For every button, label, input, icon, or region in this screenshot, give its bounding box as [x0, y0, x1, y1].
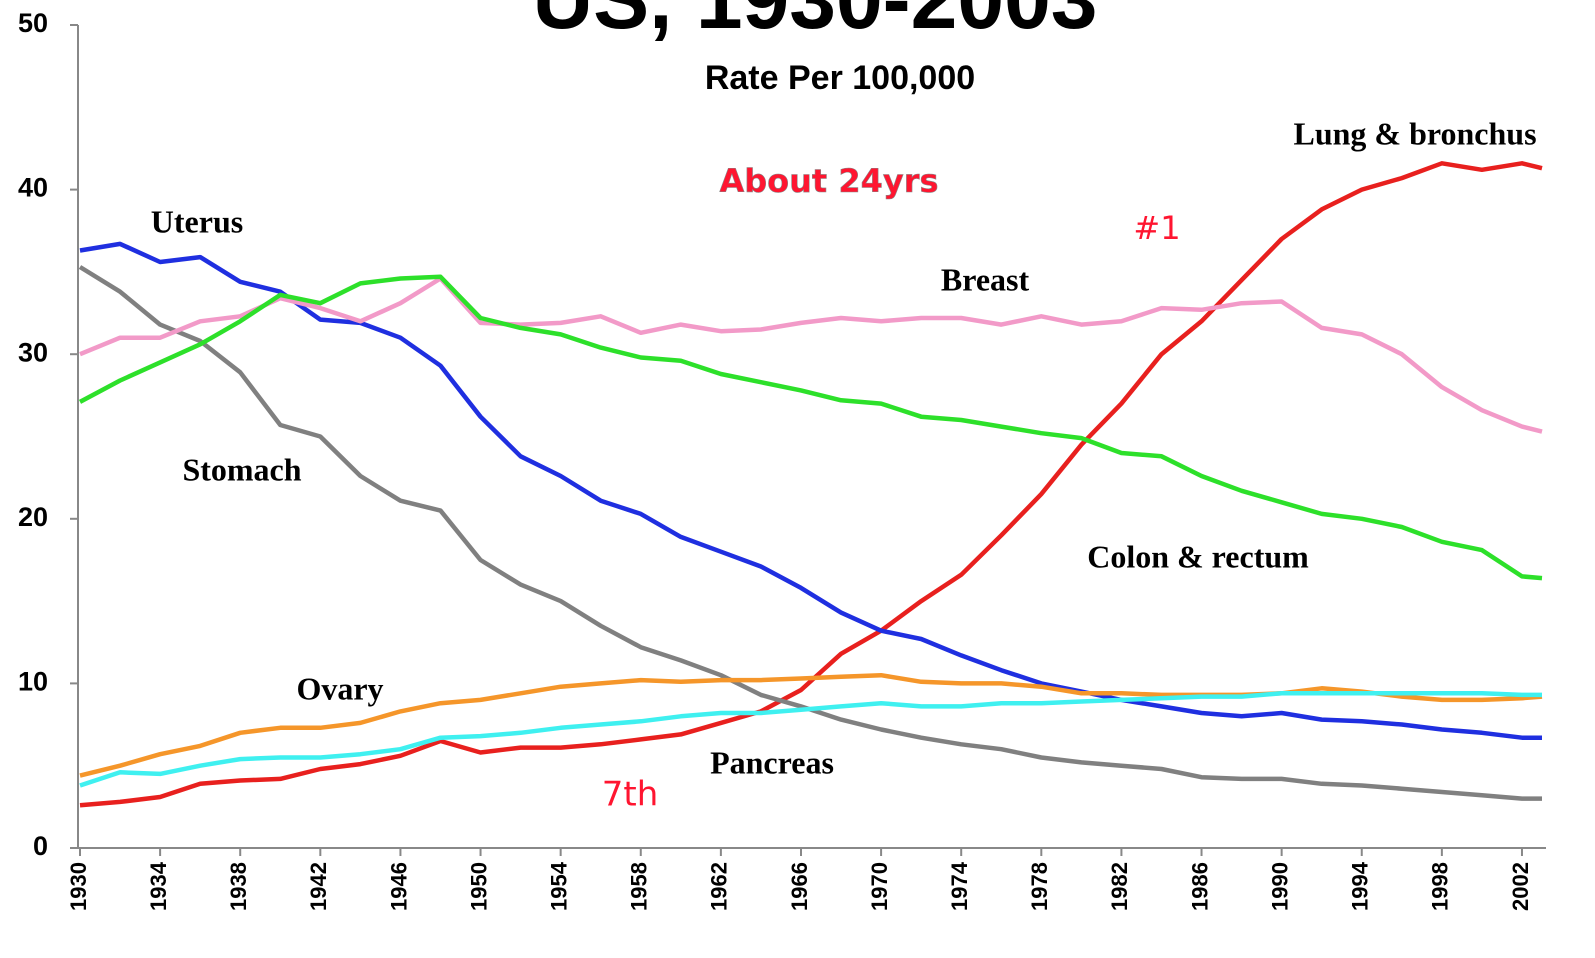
series-label: Breast: [941, 261, 1030, 297]
series-label: Uterus: [151, 203, 243, 239]
x-tick-label: 1942: [306, 862, 331, 911]
series-label: Stomach: [182, 451, 301, 487]
x-tick-label: 1954: [546, 861, 571, 911]
series-line: [78, 265, 1542, 801]
series-label: Lung & bronchus: [1293, 115, 1536, 151]
x-tick-label: 1990: [1267, 862, 1292, 911]
series-label: Pancreas: [710, 744, 834, 780]
series-line: [78, 274, 1543, 581]
x-tick-label: 1934: [146, 861, 171, 911]
x-tick-label: 1986: [1187, 862, 1212, 911]
x-tick-label: 1938: [226, 862, 251, 911]
x-tick-label: 1970: [867, 862, 892, 911]
annotation: #1: [1133, 209, 1180, 247]
chart-title: US, 1930-2003: [532, 0, 1097, 46]
y-tick-label: 20: [18, 502, 48, 532]
x-tick-label: 1962: [707, 862, 732, 911]
annotation: About 24yrs: [719, 162, 938, 200]
x-tick-label: 1994: [1348, 861, 1373, 911]
y-tick-label: 30: [18, 337, 48, 367]
series-line: [79, 276, 1543, 434]
annotation: 7th: [602, 775, 659, 815]
x-tick-label: 1946: [386, 862, 411, 911]
x-tick-label: 1950: [466, 862, 491, 911]
y-tick-label: 40: [18, 173, 48, 203]
series-line: [79, 161, 1543, 808]
x-tick-label: 1930: [66, 862, 91, 911]
series-line: [79, 691, 1542, 788]
x-tick-label: 1982: [1107, 862, 1132, 911]
series-label: Ovary: [296, 670, 383, 706]
y-tick-label: 50: [18, 8, 48, 38]
x-tick-label: 1958: [627, 862, 652, 911]
x-tick-label: 1966: [787, 862, 812, 911]
x-tick-label: 1978: [1027, 862, 1052, 911]
y-tick-label: 0: [33, 831, 48, 861]
x-tick-label: 1998: [1428, 862, 1453, 911]
x-tick-label: 2002: [1508, 862, 1533, 911]
chart-subtitle: Rate Per 100,000: [705, 59, 975, 97]
series-label: Colon & rectum: [1087, 538, 1309, 574]
series-line: [79, 241, 1542, 740]
series-line: [79, 672, 1543, 778]
y-tick-label: 10: [18, 667, 48, 697]
x-tick-label: 1974: [947, 861, 972, 911]
